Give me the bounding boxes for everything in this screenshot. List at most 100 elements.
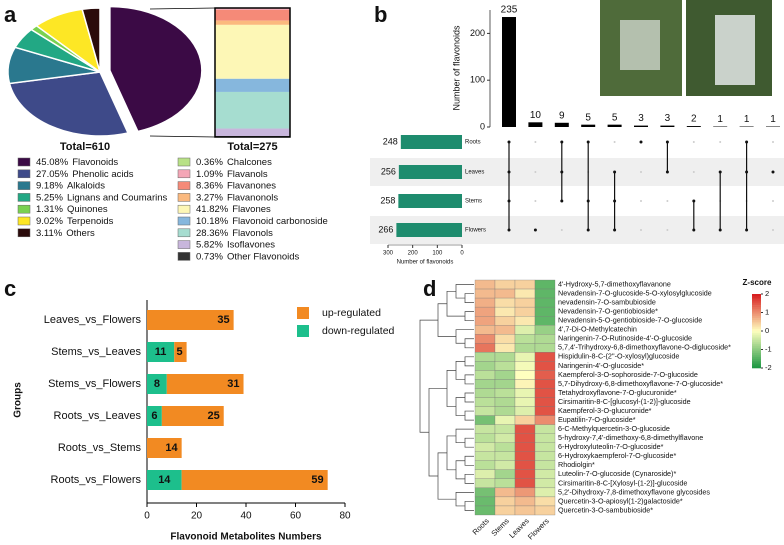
x-tick-label: 60 (290, 511, 302, 522)
matrix-dot-empty (772, 229, 774, 231)
matrix-dot (507, 140, 511, 144)
matrix-dot (692, 199, 696, 203)
row-label: 5-hydroxy-7,4'-dimethoxy-6,8-dimethylfla… (558, 433, 703, 442)
legend-value: 45.08% (36, 157, 69, 168)
matrix-dot-empty (692, 171, 695, 173)
heat-cell (514, 306, 536, 317)
legend-swatch (177, 169, 191, 179)
legend-value: 9.18% (36, 180, 63, 191)
colorbar-step (752, 332, 761, 335)
dendrogram (464, 437, 474, 448)
colorbar-step (752, 358, 761, 361)
heat-cell (534, 505, 556, 516)
y-tick-label: Roots_vs_Flowers (51, 474, 142, 486)
heat-cell (534, 306, 556, 317)
bar (174, 342, 187, 362)
bar-label: 1 (717, 114, 723, 125)
panel-label: d (423, 276, 436, 301)
x-tick-label: 300 (383, 251, 394, 257)
row-label: Luteolin-7-O-glucoside (Cynaroside)* (558, 469, 676, 478)
bar (147, 310, 234, 330)
heat-cell (494, 478, 516, 489)
legend-label: 10.18% Flavonoid carbonoside (196, 216, 328, 227)
legend-swatch (17, 157, 31, 167)
matrix-dot (745, 170, 749, 174)
heat-cell (514, 343, 536, 353)
legend-value: 9.02% (36, 216, 63, 227)
heat-cell (494, 388, 516, 398)
bar-label: 5 (612, 112, 618, 123)
legend-swatch (17, 193, 31, 202)
photo-flower (715, 15, 755, 85)
connector (149, 135, 216, 138)
heat-cell (494, 451, 516, 461)
row-label: Nevadensin-7-O-gentiobioside* (558, 307, 658, 316)
legend-value: 8.36% (196, 180, 223, 191)
colorbar-step (752, 327, 761, 330)
colorbar-tick-label: -2 (765, 363, 772, 372)
heat-cell (514, 442, 536, 452)
heat-cell (534, 487, 556, 498)
legend-label: 45.08% Flavonoids (36, 157, 118, 168)
legend-swatch (297, 307, 309, 319)
row-label: Hispidulin-8-C-(2''-O-xylosyl)glucoside (558, 352, 679, 361)
heat-cell (534, 388, 556, 398)
bar-label: 11 (155, 346, 167, 358)
column-label: Flowers (526, 516, 551, 541)
bar (181, 470, 328, 490)
row-label: Kaempferol-3-O-glucuronide* (558, 406, 652, 415)
heat-cell (494, 379, 516, 389)
colorbar-step (752, 340, 761, 343)
row-label: nevadensin-7-O-sambubioside (558, 298, 656, 307)
set-bar (398, 165, 462, 179)
row-label: Eupatilin-7-O-glucoside* (558, 415, 636, 424)
heat-cell (474, 379, 496, 389)
row-label: Nevadensin-7-O-glucoside-5-O-xylosylgluc… (558, 288, 712, 297)
heat-cell (494, 334, 516, 344)
row-label: Quercetin-3-O-apiosyl(1-2)galactoside* (558, 496, 683, 505)
legend-name: Chalcones (227, 157, 272, 168)
heat-cell (474, 370, 496, 380)
colorbar-step (752, 349, 761, 352)
matrix-dot (533, 228, 537, 232)
legend-label: 0.36% Chalcones (196, 157, 272, 168)
matrix-dot-empty (772, 200, 774, 202)
matrix-dot-empty (640, 229, 642, 231)
legend-swatch (17, 181, 31, 190)
pie-slice (109, 5, 203, 133)
matrix-dot-empty (613, 141, 616, 143)
legend-label: up-regulated (322, 307, 381, 319)
colorbar-step (752, 334, 761, 337)
matrix-dot (745, 140, 749, 144)
heat-cell (494, 297, 516, 308)
legend-value: 3.11% (36, 227, 63, 238)
x-axis-title: Number of flavonoids (397, 260, 454, 266)
colorbar-title: Z-score (743, 278, 772, 287)
heat-cell (494, 343, 516, 353)
legend-label: 5.25% Lignans and Coumarins (36, 192, 168, 203)
heat-cell (514, 379, 536, 389)
bar-label: 35 (217, 314, 229, 326)
matrix-dot-empty (666, 200, 669, 202)
heat-cell (474, 297, 496, 308)
y-tick-label: Leaves_vs_Flowers (44, 314, 142, 326)
heat-cell (514, 469, 536, 479)
bar-label: 6 (151, 410, 157, 422)
matrix-dot (560, 170, 564, 174)
heat-cell (534, 361, 556, 371)
row-label: Rhodiolgin* (558, 460, 595, 469)
total-label: Total=275 (227, 141, 277, 153)
set-bar (400, 135, 462, 149)
set-size-label: 256 (381, 166, 396, 176)
set-size-label: 258 (380, 195, 395, 205)
heat-cell (534, 297, 556, 308)
bar-label: 9 (559, 110, 565, 121)
legend-swatch (177, 252, 191, 261)
heat-cell (494, 361, 516, 371)
heat-cell (474, 415, 496, 425)
dendrogram (464, 293, 474, 303)
heat-cell (534, 397, 556, 407)
column-frame (214, 7, 291, 138)
heat-cell (474, 361, 496, 371)
matrix-dot (665, 170, 669, 174)
